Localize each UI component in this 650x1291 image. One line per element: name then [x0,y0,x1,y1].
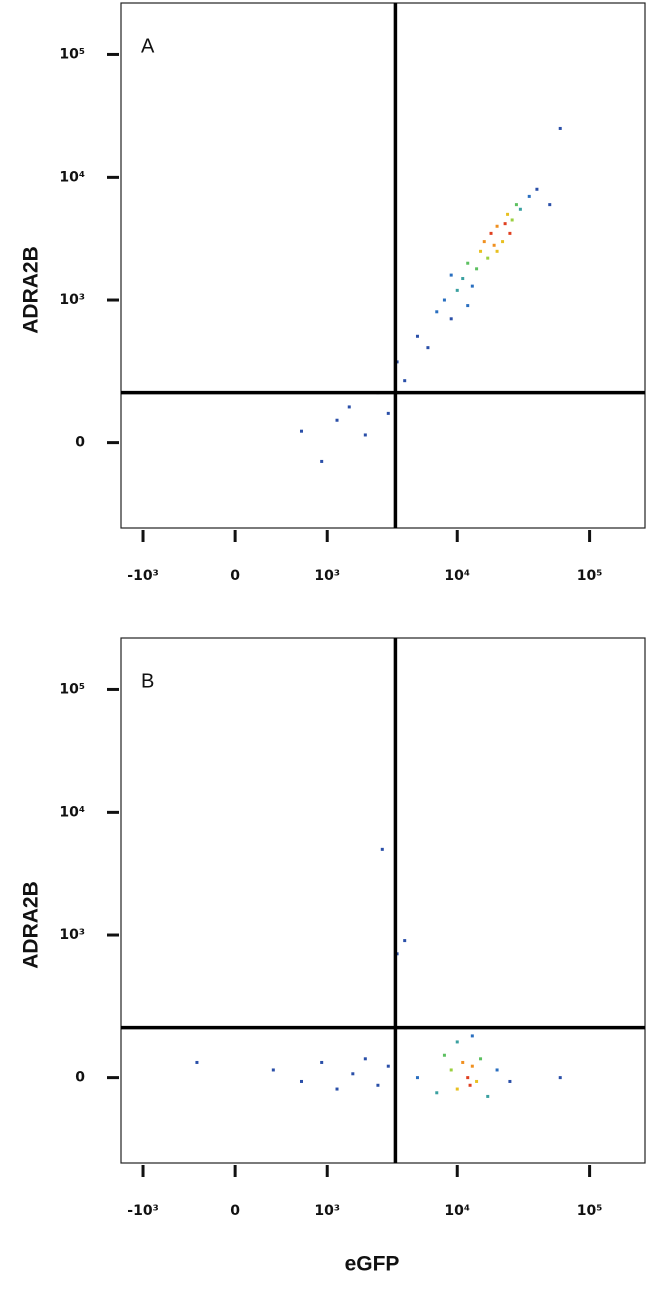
data-point [495,1068,499,1072]
y-axis-title: ADRA2B [20,246,43,334]
data-point [486,256,490,260]
x-tick-label: 0 [230,1203,240,1219]
data-point [510,218,514,222]
data-point [455,288,459,292]
y-tick-label: 10⁵ [59,46,85,62]
data-point [363,1057,367,1061]
data-point [380,847,384,851]
data-point [415,1076,419,1080]
data-point [335,1087,339,1091]
data-point [501,240,505,244]
data-point [455,1087,459,1091]
data-point [479,1057,483,1061]
x-tick-label: 10⁵ [577,1203,603,1219]
data-point [455,1040,459,1044]
data-point [363,433,367,437]
data-point [461,1060,465,1064]
data-point [466,304,470,308]
data-point [449,317,453,321]
data-point [470,1064,474,1068]
plot-frame [120,2,646,529]
y-axis-title: ADRA2B [20,881,43,969]
data-point [466,1076,470,1080]
data-point [470,284,474,288]
data-point [482,240,486,244]
data-point [527,194,531,198]
data-point [466,261,470,265]
data-point [386,411,390,415]
panel-label: B [141,670,154,692]
data-point [195,1060,199,1064]
data-point [506,212,510,216]
data-point [426,346,430,350]
data-point [403,939,407,943]
data-point [508,231,512,235]
data-point [376,1083,380,1087]
data-point [320,459,324,463]
data-point [470,1034,474,1038]
data-point [403,379,407,383]
x-tick-label: -10³ [127,568,158,584]
data-point [351,1072,355,1076]
x-tick-label: 10³ [314,1203,340,1219]
data-point [535,187,539,191]
data-point [442,1053,446,1057]
data-point [475,267,479,271]
data-point [442,298,446,302]
data-point [335,418,339,422]
data-point [461,277,465,281]
data-point [475,1079,479,1083]
y-tick-label: 10³ [59,292,85,308]
x-tick-label: 10⁵ [577,568,603,584]
data-point [435,310,439,314]
data-point [435,1091,439,1095]
data-point [558,1076,562,1080]
data-point [449,273,453,277]
y-tick-label: 0 [75,1070,85,1086]
data-point [492,243,496,247]
x-tick-label: -10³ [127,1203,158,1219]
data-point [495,224,499,228]
data-point [347,405,351,409]
data-point [299,429,303,433]
data-point [271,1068,275,1072]
data-point [479,249,483,253]
data-point [415,334,419,338]
data-point [299,1079,303,1083]
data-point [489,231,493,235]
data-point [495,249,499,253]
y-tick-label: 10⁴ [59,169,85,185]
y-tick-label: 10⁵ [59,681,85,697]
y-tick-label: 10⁴ [59,804,85,820]
x-tick-label: 10³ [314,568,340,584]
x-axis-title: eGFP [345,1253,400,1276]
data-point [468,1083,472,1087]
data-point [508,1079,512,1083]
y-tick-label: 0 [75,435,85,451]
data-point [449,1068,453,1072]
data-point [503,222,507,226]
x-tick-label: 0 [230,568,240,584]
data-point [548,203,552,207]
panel-label: A [141,35,155,57]
x-tick-label: 10⁴ [444,568,470,584]
x-tick-label: 10⁴ [444,1203,470,1219]
data-point [486,1094,490,1098]
data-point [558,126,562,130]
data-point [518,207,522,211]
data-point [514,203,518,207]
data-point [320,1060,324,1064]
y-tick-label: 10³ [59,927,85,943]
data-point [386,1064,390,1068]
plot-frame [120,637,646,1164]
